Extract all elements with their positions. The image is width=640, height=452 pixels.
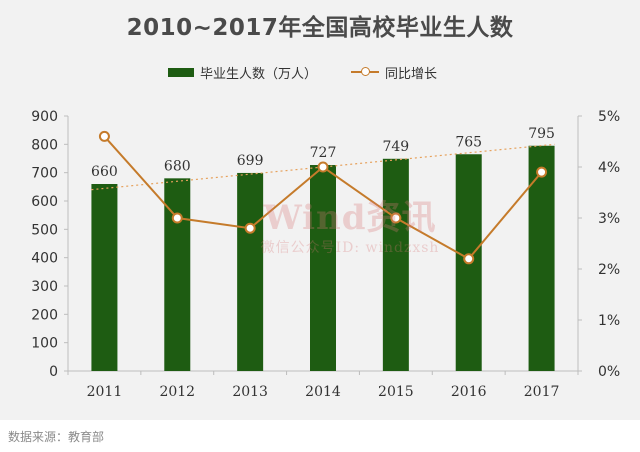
x-tick-label: 2017 xyxy=(524,384,560,400)
growth-point xyxy=(463,253,475,265)
bar xyxy=(382,158,409,371)
bar xyxy=(237,172,264,371)
right-tick-label: 3% xyxy=(598,211,620,227)
right-tick-label: 0% xyxy=(598,364,620,380)
x-tick-label: 2016 xyxy=(451,384,487,400)
growth-point xyxy=(317,161,329,173)
left-tick-label: 800 xyxy=(31,137,58,153)
left-tick-label: 0 xyxy=(49,364,58,380)
legend-bar-label: 毕业生人数（万人） xyxy=(200,66,318,82)
growth-point xyxy=(390,212,402,224)
bar xyxy=(310,165,336,371)
bar-data-label: 680 xyxy=(164,158,191,174)
chart-title: 2010~2017年全国高校毕业生人数 xyxy=(126,15,514,41)
left-tick-label: 400 xyxy=(31,251,58,267)
bar-data-label: 795 xyxy=(528,126,555,142)
x-tick-label: 2013 xyxy=(232,384,268,400)
growth-point xyxy=(536,166,548,178)
legend: 毕业生人数（万人） 同比增长 xyxy=(168,63,471,82)
right-tick-label: 2% xyxy=(598,262,620,278)
legend-item-line: 同比增长 xyxy=(351,63,437,82)
x-tick-label: 2014 xyxy=(305,384,341,400)
chart-panel: 2010~2017年全国高校毕业生人数 毕业生人数（万人） 同比增长 0 100 2… xyxy=(0,0,640,420)
left-tick-label: 900 xyxy=(31,109,58,125)
right-tick-label: 5% xyxy=(598,109,620,125)
bar-data-label: 765 xyxy=(455,134,482,150)
bar-data-label: 749 xyxy=(382,139,409,155)
x-tick-label: 2015 xyxy=(378,384,414,400)
bar-data-label: 699 xyxy=(237,153,264,169)
source-note: 数据来源：教育部 xyxy=(8,430,105,444)
bar xyxy=(91,184,118,371)
growth-point xyxy=(244,222,256,234)
growth-point xyxy=(171,212,183,224)
growth-point xyxy=(98,130,110,142)
x-tick-label: 2011 xyxy=(87,384,123,400)
left-tick-label: 600 xyxy=(31,194,58,210)
legend-bar-swatch xyxy=(168,67,194,77)
bar-data-label: 727 xyxy=(310,145,337,161)
chart-plot: 0 100 200 300 400 500 600 700 800 900 0% 1% 2% 3% 4% 5%… xyxy=(31,109,620,400)
bar-data-label: 660 xyxy=(91,164,118,180)
right-tick-label: 1% xyxy=(598,313,620,329)
left-tick-label: 200 xyxy=(31,307,58,323)
left-tick-label: 300 xyxy=(31,279,58,295)
legend-line-swatch xyxy=(351,66,380,78)
bar xyxy=(164,178,191,371)
legend-item-bar: 毕业生人数（万人） xyxy=(168,63,317,82)
left-tick-label: 100 xyxy=(31,336,58,352)
left-tick-label: 500 xyxy=(31,222,58,238)
left-tick-label: 700 xyxy=(31,166,58,182)
right-tick-label: 4% xyxy=(598,160,620,176)
bar xyxy=(528,145,555,371)
legend-line-label: 同比增长 xyxy=(385,66,438,82)
x-tick-label: 2012 xyxy=(159,384,195,400)
